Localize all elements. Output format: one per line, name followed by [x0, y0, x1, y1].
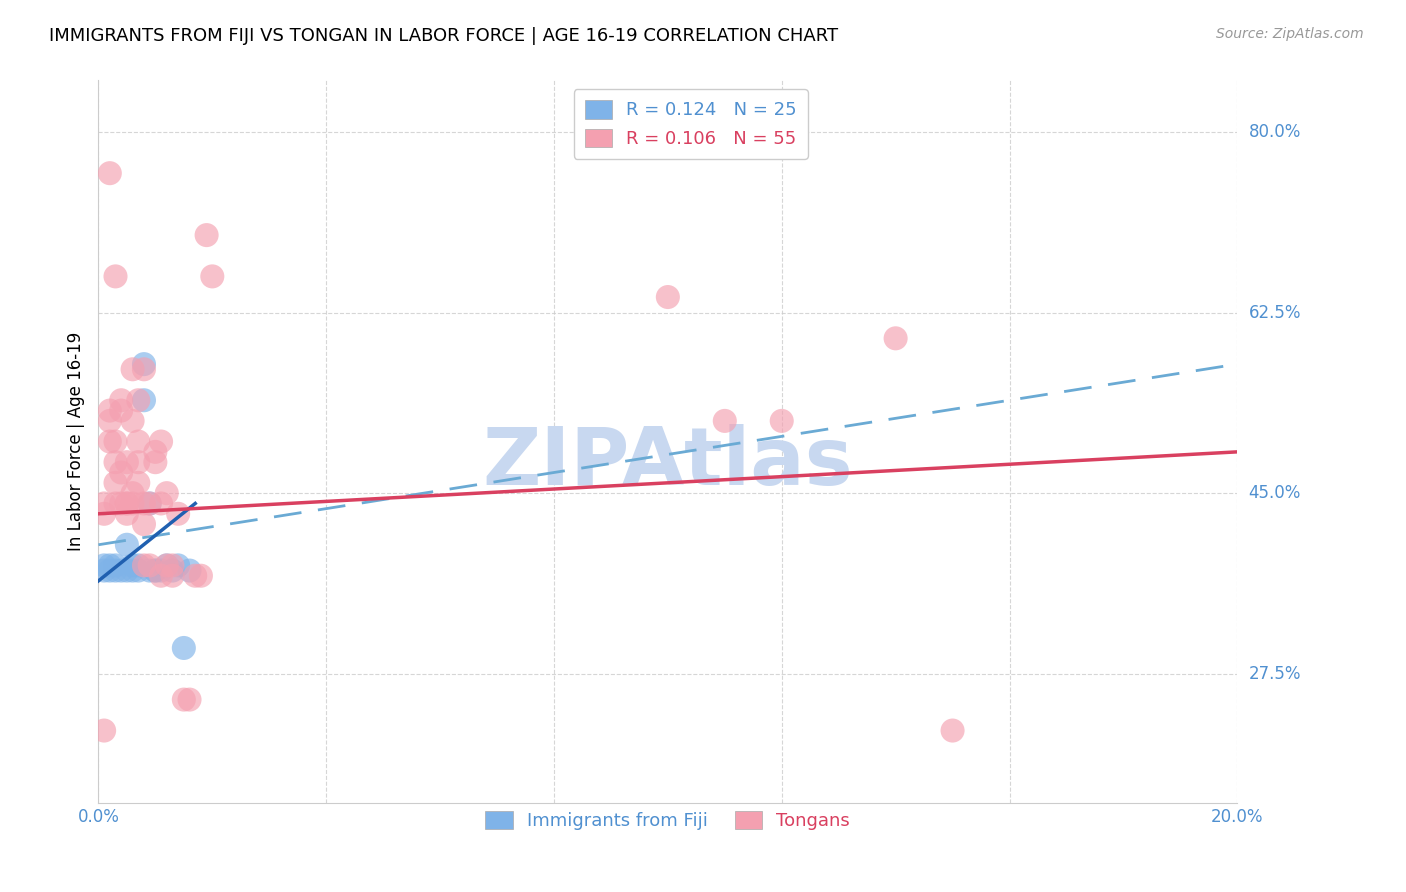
Text: Source: ZipAtlas.com: Source: ZipAtlas.com — [1216, 27, 1364, 41]
Point — [657, 290, 679, 304]
Y-axis label: In Labor Force | Age 16-19: In Labor Force | Age 16-19 — [66, 332, 84, 551]
Point — [121, 486, 143, 500]
Point — [115, 455, 138, 469]
Point — [150, 496, 173, 510]
Point — [104, 496, 127, 510]
Legend: Immigrants from Fiji, Tongans: Immigrants from Fiji, Tongans — [478, 804, 858, 837]
Point — [104, 455, 127, 469]
Point — [167, 558, 190, 573]
Point — [121, 414, 143, 428]
Text: 27.5%: 27.5% — [1249, 665, 1301, 682]
Point — [156, 558, 179, 573]
Point — [173, 640, 195, 655]
Point — [145, 455, 167, 469]
Point — [162, 558, 184, 573]
Point — [115, 507, 138, 521]
Point — [127, 455, 149, 469]
Point — [770, 414, 793, 428]
Point — [150, 434, 173, 449]
Point — [121, 564, 143, 578]
Point — [98, 434, 121, 449]
Text: IMMIGRANTS FROM FIJI VS TONGAN IN LABOR FORCE | AGE 16-19 CORRELATION CHART: IMMIGRANTS FROM FIJI VS TONGAN IN LABOR … — [49, 27, 838, 45]
Point — [115, 496, 138, 510]
Point — [98, 414, 121, 428]
Point — [104, 434, 127, 449]
Point — [179, 564, 201, 578]
Point — [138, 496, 160, 510]
Point — [150, 564, 173, 578]
Point — [942, 723, 965, 738]
Text: 45.0%: 45.0% — [1249, 484, 1301, 502]
Point — [195, 228, 218, 243]
Point — [115, 564, 138, 578]
Point — [138, 564, 160, 578]
Point — [145, 445, 167, 459]
Text: 62.5%: 62.5% — [1249, 303, 1301, 321]
Point — [150, 568, 173, 582]
Point — [127, 475, 149, 490]
Point — [201, 269, 224, 284]
Point — [110, 466, 132, 480]
Point — [132, 357, 155, 371]
Point — [132, 558, 155, 573]
Point — [714, 414, 737, 428]
Point — [167, 507, 190, 521]
Point — [145, 564, 167, 578]
Point — [127, 564, 149, 578]
Point — [98, 564, 121, 578]
Point — [138, 558, 160, 573]
Point — [156, 486, 179, 500]
Point — [132, 496, 155, 510]
Point — [98, 403, 121, 417]
Point — [184, 568, 207, 582]
Point — [145, 564, 167, 578]
Point — [162, 564, 184, 578]
Point — [121, 362, 143, 376]
Point — [884, 331, 907, 345]
Point — [110, 403, 132, 417]
Point — [132, 362, 155, 376]
Point — [127, 434, 149, 449]
Point — [121, 558, 143, 573]
Point — [110, 496, 132, 510]
Text: 80.0%: 80.0% — [1249, 123, 1301, 141]
Point — [98, 558, 121, 573]
Point — [156, 558, 179, 573]
Point — [132, 393, 155, 408]
Point — [104, 475, 127, 490]
Point — [132, 517, 155, 532]
Point — [127, 393, 149, 408]
Point — [110, 564, 132, 578]
Point — [93, 496, 115, 510]
Point — [98, 166, 121, 180]
Point — [173, 692, 195, 706]
Point — [104, 564, 127, 578]
Point — [115, 496, 138, 510]
Point — [179, 692, 201, 706]
Text: ZIPAtlas: ZIPAtlas — [482, 425, 853, 502]
Point — [190, 568, 212, 582]
Point — [121, 496, 143, 510]
Point — [115, 538, 138, 552]
Point — [93, 723, 115, 738]
Point — [104, 269, 127, 284]
Point — [110, 393, 132, 408]
Point — [162, 568, 184, 582]
Point — [127, 558, 149, 573]
Point — [138, 496, 160, 510]
Point — [93, 558, 115, 573]
Point — [93, 564, 115, 578]
Point — [93, 507, 115, 521]
Point — [104, 558, 127, 573]
